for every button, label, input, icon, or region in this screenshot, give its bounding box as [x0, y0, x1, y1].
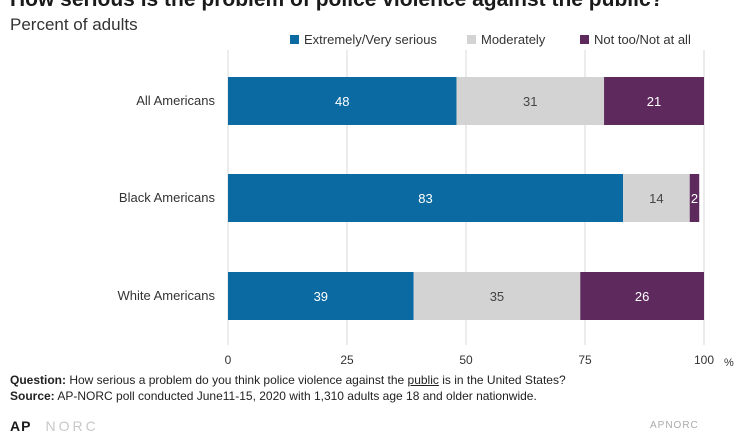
bar-segment [228, 174, 624, 222]
bar-segment [604, 77, 704, 125]
data-label: 21 [647, 94, 661, 109]
source-label: Source: [10, 389, 55, 403]
norc-logo-text: NORC [45, 418, 99, 434]
legend-item: Moderately [467, 32, 545, 47]
data-label: 39 [314, 289, 328, 304]
data-label: 14 [649, 191, 663, 206]
x-tick-label: 50 [459, 353, 473, 367]
question-text-pre: How serious a problem do you think polic… [66, 373, 408, 387]
ap-logo-text: AP [10, 418, 32, 434]
data-label: 31 [523, 94, 537, 109]
bar-segment [456, 77, 605, 125]
x-tick-label: 25 [340, 353, 354, 367]
x-unit-label: % [724, 357, 734, 369]
legend-label: Extremely/Very serious [304, 32, 437, 47]
source-text: AP-NORC poll conducted June11-15, 2020 w… [54, 389, 537, 403]
category-label: All Americans [136, 93, 215, 108]
legend-swatch [467, 35, 476, 44]
x-tick-label: 100 [694, 353, 714, 367]
legend-item: Extremely/Very serious [290, 32, 437, 47]
data-label: 35 [490, 289, 504, 304]
bar-segment [228, 272, 414, 320]
chart-title: How serious is the problem of police vio… [10, 0, 663, 12]
source-note: Source: AP-NORC poll conducted June11-15… [10, 389, 537, 403]
question-label: Question: [10, 373, 66, 387]
bar-segment [623, 174, 690, 222]
bar-segment [413, 272, 581, 320]
data-label: 2 [691, 191, 698, 206]
chart-legend: Extremely/Very serious Moderately Not too/… [0, 32, 747, 48]
x-tick-label: 0 [225, 353, 232, 367]
chart-subtitle: Percent of adults [10, 15, 138, 34]
question-text-emph: public [407, 373, 439, 387]
category-label: White Americans [117, 288, 215, 303]
legend-swatch [290, 35, 299, 44]
ap-norc-logo: AP NORC [10, 418, 99, 434]
question-text-post: is in the United States? [438, 373, 566, 387]
bar-segment [580, 272, 704, 320]
data-label: 48 [335, 94, 349, 109]
category-label: Black Americans [119, 190, 216, 205]
bar-segment [689, 174, 700, 222]
question-note: Question: How serious a problem do you t… [10, 373, 566, 387]
legend-label: Moderately [481, 32, 546, 47]
bar-segment [228, 77, 457, 125]
legend-item: Not too/Not at all [580, 32, 691, 47]
legend-swatch [580, 35, 589, 44]
legend-label: Not too/Not at all [594, 32, 691, 47]
x-tick-label: 75 [578, 353, 592, 367]
data-label: 83 [418, 191, 432, 206]
data-label: 26 [635, 289, 649, 304]
